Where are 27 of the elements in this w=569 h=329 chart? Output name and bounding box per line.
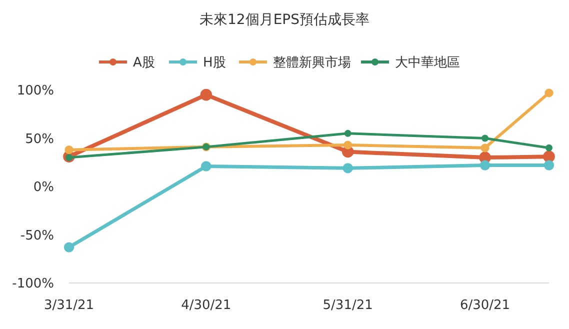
point [480,144,490,152]
point [546,144,552,152]
point [544,160,554,170]
legend-label: H股 [203,56,226,71]
x-tick-label: 5/31/21 [322,298,373,313]
point [344,130,352,137]
y-tick-label: 100% [16,84,54,99]
point [201,161,212,172]
x-tick-label: 6/30/21 [460,298,510,313]
point [64,146,74,154]
x-tick-label: 3/31/21 [44,298,94,313]
point [64,242,74,252]
point [342,163,353,174]
y-tick-label: 0% [33,180,54,196]
legend-label: 整體新興市場 [273,56,351,71]
point [200,88,212,101]
point [480,160,490,170]
y-tick-label: 50% [25,132,54,147]
point [344,140,352,150]
y-tick-label: -50% [20,228,54,244]
point [482,134,488,142]
x-tick-label: 4/30/21 [181,298,232,313]
legend-label: 大中華地區 [395,56,460,71]
chart-title: 未來12個月EPS預估成長率 [200,12,370,28]
y-tick-label: -100% [12,276,54,292]
legend-label: A股 [133,56,155,71]
point [544,88,554,98]
